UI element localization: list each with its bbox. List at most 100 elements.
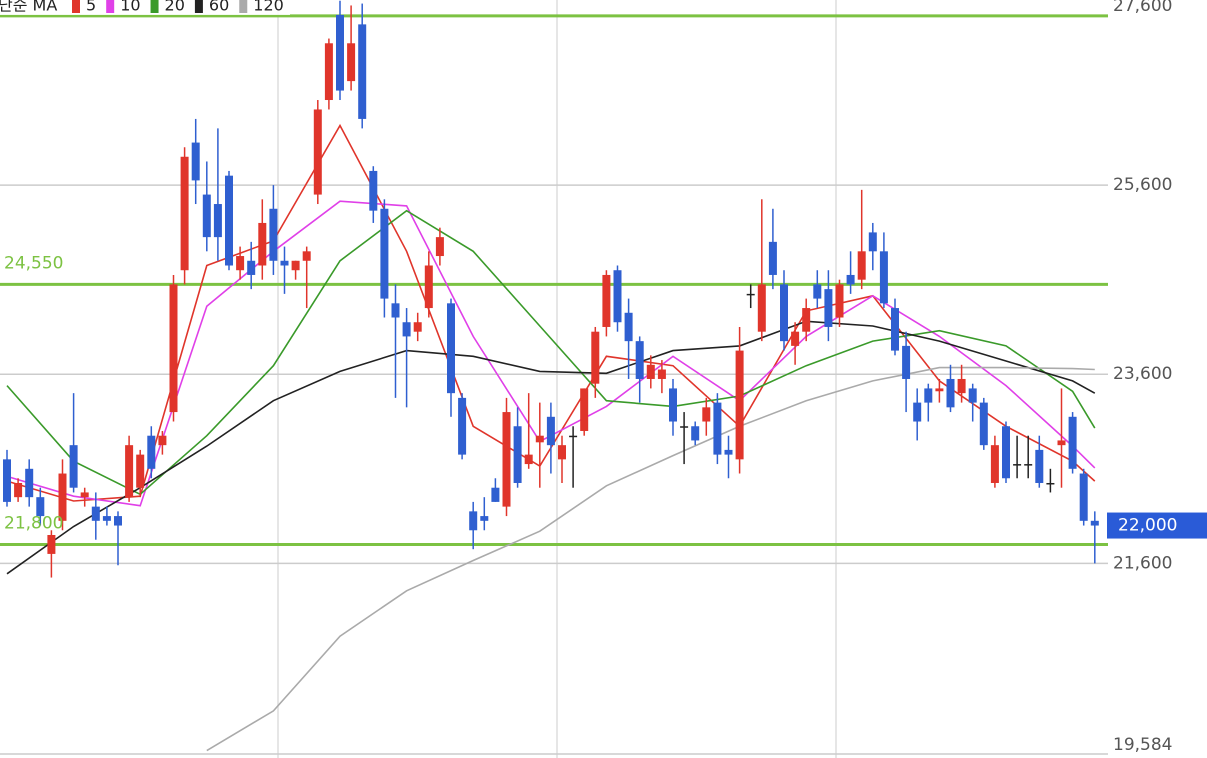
candle-body <box>846 274 855 285</box>
candle-body <box>502 412 511 507</box>
candle-body <box>191 142 200 181</box>
candle-body <box>47 534 56 554</box>
candle-body <box>791 331 800 346</box>
ma-line <box>206 366 1095 752</box>
ma-line <box>6 320 1096 575</box>
y-tick-label: 21,600 <box>1113 553 1172 573</box>
candle-body <box>591 331 600 384</box>
legend-label: 10 <box>120 0 140 15</box>
candle-body <box>402 322 411 337</box>
candle-body <box>225 175 233 266</box>
candle-body <box>768 241 777 275</box>
candle-body <box>347 43 356 82</box>
labels: 19,584 21,600 23,600 25,600 27,600 24,550 21,8… <box>4 0 1207 755</box>
candle-body <box>1068 416 1077 469</box>
candle-body <box>269 208 278 261</box>
level-label: 24,550 <box>4 253 63 273</box>
candle-body <box>891 308 899 351</box>
legend-swatch <box>150 0 159 13</box>
candle-body <box>879 251 888 304</box>
candle-body <box>835 284 844 318</box>
candle-body <box>735 350 744 460</box>
candle-body <box>25 468 34 498</box>
current-price-label: 22,000 <box>1118 516 1177 536</box>
candle-body <box>946 378 955 408</box>
candle-body <box>1024 464 1033 466</box>
candle-body <box>391 303 400 318</box>
candle-body <box>91 506 100 521</box>
legend: 단순 MA 5 10 20 60 120 <box>0 0 290 15</box>
candle-body <box>713 402 722 455</box>
y-tick-label: 19,584 <box>1113 735 1172 755</box>
candle-body <box>236 256 245 271</box>
candle-body <box>169 284 178 413</box>
candle-body <box>435 237 444 257</box>
candle-body <box>1013 464 1022 466</box>
candle-body <box>935 388 944 392</box>
candle-body <box>680 426 689 428</box>
candle-body <box>613 270 622 323</box>
candle-body <box>358 24 367 119</box>
candle-body <box>569 435 578 438</box>
legend-swatch <box>194 0 203 13</box>
candle-body <box>458 397 467 455</box>
candle-body <box>857 251 866 280</box>
candle-body <box>3 459 11 502</box>
candle-body <box>58 473 67 521</box>
candle-body <box>213 204 222 238</box>
candle-body <box>868 232 877 252</box>
legend-label: 20 <box>165 0 185 15</box>
candle-body <box>580 388 589 431</box>
candle-body <box>36 497 45 517</box>
ma-line <box>6 209 1096 496</box>
candle-body <box>513 426 522 483</box>
candle-body <box>313 109 322 195</box>
candle-body <box>546 416 555 446</box>
candle-body <box>1035 449 1044 483</box>
candles <box>3 0 1099 578</box>
candle-body <box>413 322 422 332</box>
candle-body <box>802 308 811 332</box>
y-tick-label: 27,600 <box>1113 0 1172 16</box>
candle-body <box>657 369 666 379</box>
candle-body <box>480 516 489 521</box>
candle-body <box>1057 440 1066 446</box>
legend-swatch <box>106 0 115 13</box>
candle-body <box>913 402 922 422</box>
candle-body <box>380 208 389 299</box>
candle-body <box>702 407 711 422</box>
candle-body <box>102 516 111 521</box>
candle-body <box>1002 426 1010 479</box>
candle-body <box>635 341 644 379</box>
candle-body <box>1079 473 1088 521</box>
legend-label: 5 <box>86 0 96 15</box>
candle-body <box>69 445 78 488</box>
candle-body <box>147 435 156 469</box>
candle-body <box>1090 520 1099 526</box>
candle-body <box>302 251 311 261</box>
candle-body <box>624 312 633 342</box>
candle-body <box>669 388 677 422</box>
candle-body <box>369 170 378 211</box>
legend-swatch <box>72 0 80 13</box>
candle-body <box>291 260 300 271</box>
candle-body <box>158 435 167 446</box>
candle-body <box>247 260 256 275</box>
candle-body <box>114 516 122 526</box>
candle-body <box>80 492 89 498</box>
candle-body <box>780 284 788 342</box>
candle-body <box>336 14 344 91</box>
current-price-box <box>1107 512 1207 539</box>
legend-label: 60 <box>209 0 229 15</box>
candle-body <box>924 388 933 403</box>
ma-lines <box>6 123 1096 752</box>
candle-body <box>136 454 145 488</box>
candle-body <box>968 388 977 403</box>
legend-swatch <box>239 0 248 13</box>
candle-body <box>824 289 833 327</box>
candle-body <box>813 284 822 299</box>
candle-body <box>491 487 500 502</box>
candle-body <box>757 284 766 332</box>
